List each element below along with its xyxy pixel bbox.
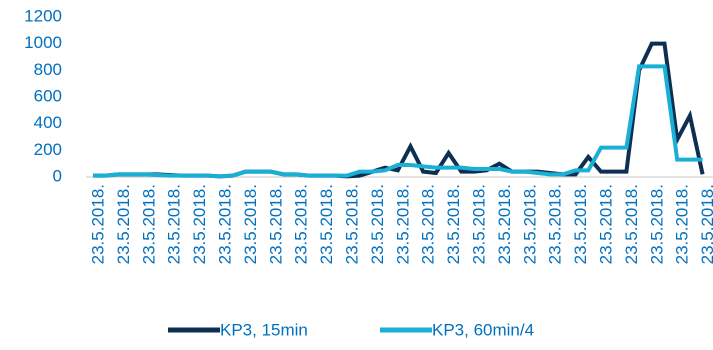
series-line (93, 64, 703, 179)
x-tick-label: 23.5.2018. (241, 184, 260, 264)
x-tick-label: 23.5.2018. (469, 184, 488, 264)
x-tick-label: 23.5.2018. (190, 184, 209, 264)
x-tick-label: 23.5.2018. (292, 184, 311, 264)
x-tick-label: 23.5.2018. (368, 184, 387, 264)
x-tick-label: 23.5.2018. (444, 184, 463, 264)
x-tick-label: 23.5.2018. (266, 184, 285, 264)
x-tick-label: 23.5.2018. (88, 184, 107, 264)
x-tick-label: 23.5.2018. (139, 184, 158, 264)
x-tick-label: 23.5.2018. (571, 184, 590, 264)
x-tick-label: 23.5.2018. (215, 184, 234, 264)
y-tick-label: 0 (53, 166, 62, 185)
y-tick-label: 1200 (24, 6, 62, 25)
x-tick-label: 23.5.2018. (546, 184, 565, 264)
x-tick-label: 23.5.2018. (419, 184, 438, 264)
y-tick-label: 800 (34, 60, 62, 79)
x-tick-label: 23.5.2018. (520, 184, 539, 264)
y-tick-label: 200 (34, 140, 62, 159)
x-tick-label: 23.5.2018. (165, 184, 184, 264)
x-tick-label: 23.5.2018. (393, 184, 412, 264)
x-tick-label: 23.5.2018. (622, 184, 641, 264)
x-tick-label: 23.5.2018. (114, 184, 133, 264)
x-tick-label: 23.5.2018. (698, 184, 713, 264)
y-tick-label: 600 (34, 86, 62, 105)
y-tick-label: 1000 (24, 33, 62, 52)
y-tick-label: 400 (34, 113, 62, 132)
x-tick-label: 23.5.2018. (342, 184, 361, 264)
legend-label: KP3, 60min/4 (432, 320, 534, 339)
x-tick-label: 23.5.2018. (495, 184, 514, 264)
x-tick-label: 23.5.2018. (596, 184, 615, 264)
x-tick-label: 23.5.2018. (673, 184, 692, 264)
legend-label: KP3, 15min (220, 320, 308, 339)
series-line (93, 41, 705, 179)
x-tick-label: 23.5.2018. (317, 184, 336, 264)
x-tick-label: 23.5.2018. (647, 184, 666, 264)
